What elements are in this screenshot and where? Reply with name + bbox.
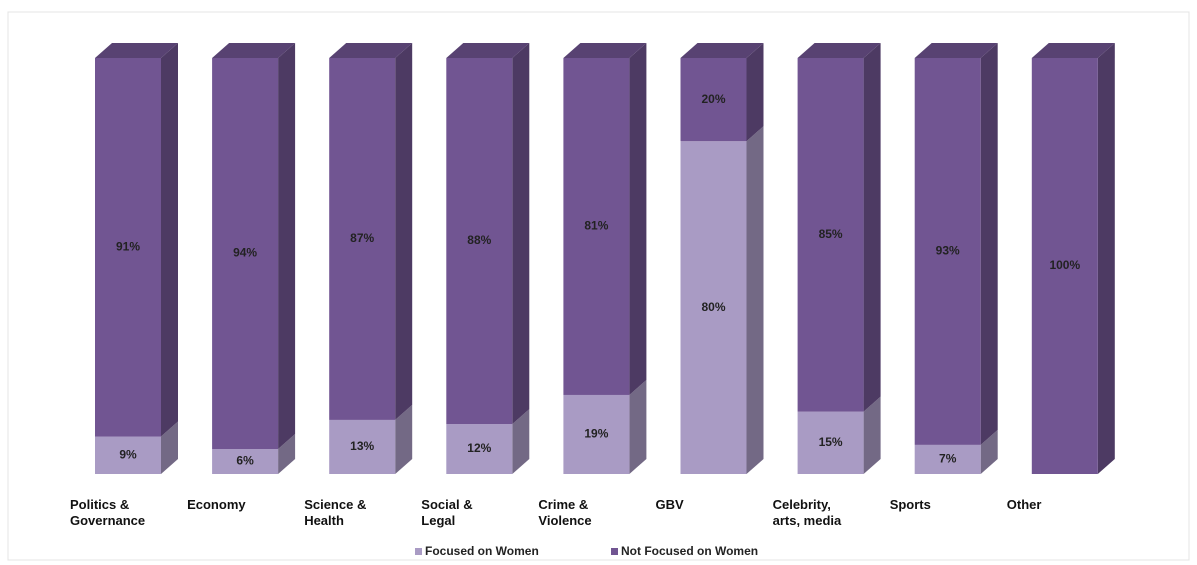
bar-side	[980, 429, 998, 474]
bar	[1031, 58, 1098, 474]
frame	[7, 11, 1190, 561]
bar	[446, 58, 513, 425]
bar-side	[629, 379, 647, 474]
data-label: 13%	[350, 439, 374, 453]
data-label: 85%	[819, 227, 843, 241]
bar	[329, 58, 396, 420]
bar-side	[1097, 43, 1115, 474]
data-label: 88%	[467, 233, 491, 247]
legend-swatch	[415, 548, 422, 555]
bar-top	[446, 43, 530, 58]
bar-side	[278, 434, 296, 474]
data-label: 12%	[467, 441, 491, 455]
bar-top	[563, 43, 647, 58]
bar	[797, 411, 864, 474]
bar	[329, 419, 396, 474]
x-tick-label: Politics & Governance	[70, 497, 146, 528]
data-label: 93%	[936, 244, 960, 258]
data-label: 9%	[119, 447, 137, 461]
bar-top	[797, 43, 881, 58]
bar-side	[161, 43, 178, 437]
bar-side	[161, 421, 178, 474]
x-tick-label: Crime & Violence	[538, 497, 592, 528]
bar-top	[95, 43, 178, 58]
x-tick-label: Celebrity, arts, media	[772, 497, 842, 528]
bar	[914, 58, 981, 445]
bar-side	[512, 409, 530, 474]
bar	[563, 394, 630, 474]
bar	[446, 424, 513, 474]
data-label: 94%	[233, 246, 257, 260]
bar-side	[863, 43, 881, 412]
data-label: 15%	[819, 435, 843, 449]
bar	[797, 58, 864, 412]
data-label: 100%	[1049, 258, 1080, 272]
x-tick-label: Other	[1006, 497, 1042, 512]
bar-top	[680, 43, 764, 58]
legend-label: Focused on Women	[425, 544, 539, 558]
bar-side	[278, 43, 296, 450]
x-tick-label: Economy	[187, 497, 246, 512]
bar-side	[863, 396, 881, 474]
bar-top	[1031, 43, 1115, 58]
bar-top	[914, 43, 998, 58]
x-tick-label: Science & Health	[304, 497, 367, 528]
x-tick-label: Social & Legal	[421, 497, 473, 528]
bar	[680, 58, 747, 142]
bar	[212, 58, 279, 450]
bar-top	[212, 43, 296, 58]
data-label: 6%	[236, 454, 254, 468]
data-label: 81%	[584, 219, 608, 233]
bar-side	[395, 43, 413, 420]
bar	[95, 436, 161, 474]
bar-side	[512, 43, 530, 425]
data-label: 19%	[584, 427, 608, 441]
data-label: 20%	[701, 92, 725, 106]
legend-label: Not Focused on Women	[621, 544, 758, 558]
bar-top	[329, 43, 413, 58]
bar	[680, 141, 747, 474]
x-tick-label: GBV	[655, 497, 684, 512]
bar-side	[746, 43, 764, 142]
bar-side	[746, 126, 764, 474]
data-label: 80%	[701, 300, 725, 314]
data-label: 87%	[350, 231, 374, 245]
bar-side	[629, 43, 647, 395]
bar	[95, 58, 161, 437]
x-tick-label: Sports	[889, 497, 931, 512]
bar	[563, 58, 630, 395]
bar	[914, 444, 981, 474]
legend-swatch	[611, 548, 618, 555]
bar	[212, 449, 279, 474]
bar-side	[980, 43, 998, 445]
data-label: 91%	[116, 239, 140, 253]
bar-side	[395, 404, 413, 474]
data-label: 7%	[939, 452, 957, 466]
